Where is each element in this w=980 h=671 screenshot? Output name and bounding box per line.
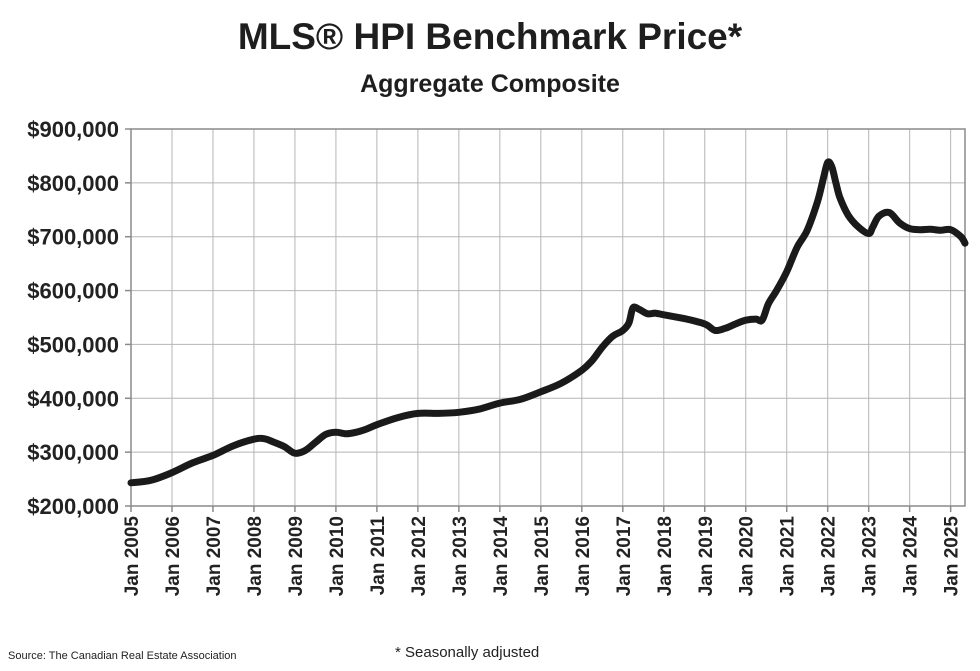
y-tick-label: $700,000 xyxy=(27,225,119,250)
x-tick-label: Jan 2012 xyxy=(409,516,430,596)
x-tick-label: Jan 2015 xyxy=(532,516,553,597)
series-line-hpi xyxy=(127,158,969,487)
x-tick-label: Jan 2020 xyxy=(737,516,758,596)
x-tick-label: Jan 2008 xyxy=(245,516,266,596)
x-tick-label: Jan 2013 xyxy=(450,516,471,596)
x-tick-label: Jan 2018 xyxy=(655,516,676,596)
y-tick-label: $200,000 xyxy=(27,494,119,519)
x-tick-label: Jan 2011 xyxy=(368,516,389,596)
x-tick-label: Jan 2010 xyxy=(327,516,348,596)
y-tick-label: $300,000 xyxy=(27,440,119,465)
x-tick-label: Jan 2007 xyxy=(204,516,225,596)
y-tick-label: $500,000 xyxy=(27,332,119,357)
chart-subtitle: Aggregate Composite xyxy=(360,70,620,98)
plot-frame xyxy=(130,128,966,507)
source-note: Source: The Canadian Real Estate Associa… xyxy=(8,650,237,662)
y-tick-label: $600,000 xyxy=(27,279,119,304)
x-tick-label: Jan 2021 xyxy=(778,516,799,597)
x-tick-label: Jan 2022 xyxy=(819,516,840,596)
y-tick-label: $800,000 xyxy=(27,171,119,196)
y-tick-label: $900,000 xyxy=(27,117,119,142)
seasonal-adjustment-note: * Seasonally adjusted xyxy=(395,644,540,661)
x-tick-label: Jan 2023 xyxy=(860,516,881,596)
x-gridlines xyxy=(130,129,952,512)
x-tick-label: Jan 2024 xyxy=(901,516,922,597)
y-axis-labels: $200,000 $300,000 $400,000 $500,000 $600,000… xyxy=(27,117,119,519)
x-tick-label: Jan 2016 xyxy=(573,516,594,596)
x-tick-label: Jan 2017 xyxy=(614,516,635,596)
x-tick-label: Jan 2009 xyxy=(286,516,307,596)
x-tick-label: Jan 2005 xyxy=(122,516,143,597)
x-tick-label: Jan 2014 xyxy=(491,516,512,597)
x-tick-label: Jan 2019 xyxy=(696,516,717,596)
x-tick-label: Jan 2006 xyxy=(163,516,184,596)
chart-title: MLS® HPI Benchmark Price* xyxy=(237,16,743,57)
x-axis-labels: Jan 2005 Jan 2006 Jan 2007 Jan 2008 Jan 2009… xyxy=(122,516,963,597)
y-tick-label: $400,000 xyxy=(27,386,119,411)
x-tick-label: Jan 2025 xyxy=(942,516,963,597)
